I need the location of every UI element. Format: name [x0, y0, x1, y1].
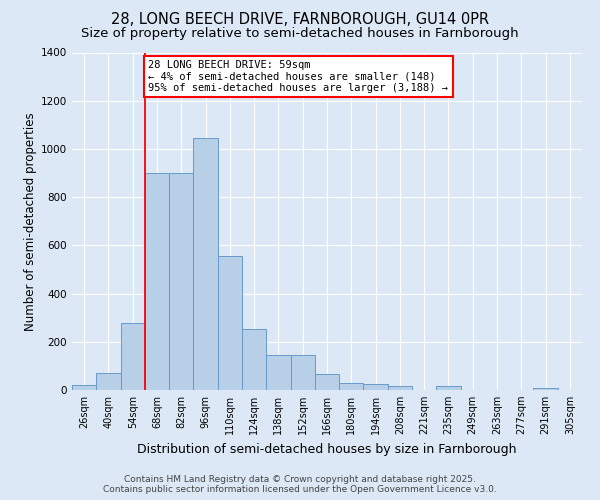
Text: Contains HM Land Registry data © Crown copyright and database right 2025.
Contai: Contains HM Land Registry data © Crown c… — [103, 474, 497, 494]
Text: 28 LONG BEECH DRIVE: 59sqm
← 4% of semi-detached houses are smaller (148)
95% of: 28 LONG BEECH DRIVE: 59sqm ← 4% of semi-… — [149, 60, 449, 93]
Text: Size of property relative to semi-detached houses in Farnborough: Size of property relative to semi-detach… — [81, 28, 519, 40]
Bar — [193, 138, 218, 390]
Bar — [290, 355, 315, 390]
Bar — [218, 256, 242, 390]
Bar — [436, 386, 461, 390]
Bar — [266, 355, 290, 390]
Bar — [364, 384, 388, 390]
Bar — [121, 322, 145, 390]
Bar — [145, 173, 169, 390]
Text: 28, LONG BEECH DRIVE, FARNBOROUGH, GU14 0PR: 28, LONG BEECH DRIVE, FARNBOROUGH, GU14 … — [111, 12, 489, 28]
Bar — [96, 373, 121, 390]
Bar — [242, 328, 266, 390]
X-axis label: Distribution of semi-detached houses by size in Farnborough: Distribution of semi-detached houses by … — [137, 442, 517, 456]
Bar — [72, 385, 96, 390]
Bar — [315, 374, 339, 390]
Y-axis label: Number of semi-detached properties: Number of semi-detached properties — [24, 112, 37, 330]
Bar — [533, 388, 558, 390]
Bar — [339, 383, 364, 390]
Bar — [169, 173, 193, 390]
Bar — [388, 386, 412, 390]
